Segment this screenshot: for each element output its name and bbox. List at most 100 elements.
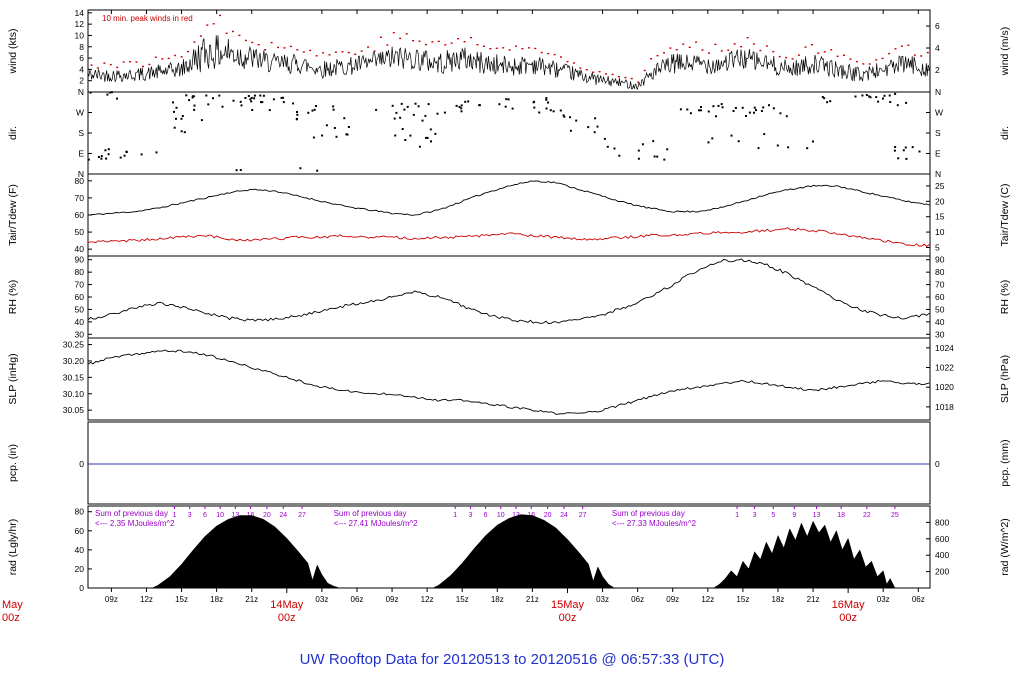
- ytick-left-label-rh: 30: [75, 329, 85, 339]
- ytick-right-label-rad: 800: [935, 517, 949, 527]
- axis-label-left-rad: rad (Lgly/hr): [7, 519, 19, 576]
- panel-rh-frame: [87, 255, 931, 339]
- peak-wind-dot: [96, 67, 99, 69]
- wind-dir-point: [262, 94, 265, 97]
- wind-dir-point: [868, 95, 871, 98]
- peak-wind-dot: [379, 36, 382, 38]
- wind-dir-point: [106, 93, 109, 96]
- peak-wind-dot: [605, 73, 608, 75]
- date-label: 15May: [551, 599, 585, 611]
- peak-wind-dot: [341, 51, 344, 53]
- wind-dir-point: [412, 113, 415, 116]
- wind-dir-point: [652, 140, 655, 143]
- wind-dir-point: [100, 157, 103, 160]
- wind-dir-point: [292, 102, 295, 105]
- wind-dir-point: [205, 94, 208, 97]
- rad-cumulative-label: 1: [173, 512, 177, 519]
- wind-dir-point: [235, 169, 238, 172]
- date-label: 00z: [278, 612, 296, 624]
- wind-dir-point: [613, 147, 616, 150]
- wind-dir-point: [191, 95, 194, 98]
- wind-dir-point: [110, 91, 113, 94]
- date-label: 16May: [832, 599, 866, 611]
- peak-wind-dot: [843, 54, 845, 56]
- wind-dir-point: [823, 97, 826, 100]
- wind-dir-point: [400, 102, 403, 105]
- wind-dir-point: [603, 137, 606, 140]
- wind-dir-point: [897, 157, 900, 160]
- peak-wind-dot: [174, 54, 177, 57]
- wind-dir-point: [505, 98, 508, 101]
- peak-wind-dot: [199, 35, 202, 37]
- ytick-right-label-slp: 1022: [935, 363, 954, 373]
- peak-wind-dot: [142, 65, 144, 68]
- wind-dir-point: [715, 115, 717, 118]
- ytick-left-label-temp: 50: [75, 227, 85, 237]
- peak-wind-dot: [482, 45, 485, 47]
- axis-label-left-rh: RH (%): [7, 280, 19, 314]
- wind-dir-point: [533, 106, 536, 109]
- wind-dir-point: [244, 97, 247, 99]
- peak-wind-dot: [637, 81, 640, 83]
- peak-wind-dot: [862, 63, 865, 65]
- rad-cumulative-label: 24: [279, 512, 287, 519]
- ytick-left-label-rad: 60: [75, 526, 85, 536]
- peak-wind-dot: [418, 40, 421, 42]
- wind-dir-point: [183, 131, 186, 134]
- peak-wind-dot: [277, 46, 279, 49]
- wind-dir-point: [458, 105, 461, 108]
- xtick-label: 18z: [491, 595, 504, 604]
- ytick-right-label-temp: 10: [935, 227, 945, 237]
- peak-wind-dot: [495, 47, 498, 49]
- peak-wind-dot: [663, 52, 665, 54]
- peak-wind-dot: [476, 44, 479, 46]
- wind-dir-point: [562, 114, 565, 117]
- slp-series-SLP: [87, 349, 930, 415]
- wind-dir-point: [875, 96, 878, 99]
- ytick-left-label-dir: S: [78, 128, 84, 138]
- wind-dir-point: [587, 126, 590, 129]
- wind-dir-point: [757, 147, 760, 150]
- wind-dir-point: [547, 101, 549, 104]
- peak-wind-dot: [868, 63, 871, 65]
- rad-sum-label: Sum of previous day: [95, 509, 168, 518]
- temp-series-Tdew: [87, 227, 930, 247]
- wind-dir-point: [313, 108, 316, 111]
- wind-dir-point: [538, 111, 541, 114]
- ytick-left-label-temp: 80: [75, 176, 85, 186]
- wind-dir-point: [89, 91, 92, 94]
- wind-dir-point: [395, 111, 398, 114]
- wind-dir-point: [918, 150, 921, 153]
- wind-dir-point: [545, 107, 548, 110]
- wind-dir-point: [312, 136, 315, 139]
- peak-wind-dot: [733, 43, 736, 45]
- wind-dir-point: [97, 156, 100, 158]
- peak-wind-dot: [296, 49, 299, 51]
- wind-dir-point: [282, 96, 285, 99]
- ytick-right-label-rh: 50: [935, 304, 945, 314]
- wind-dir-point: [545, 97, 548, 100]
- rad-cumulative-label: 13: [512, 512, 520, 519]
- wind-dir-point: [107, 153, 110, 156]
- ytick-right-label-rh: 80: [935, 267, 945, 277]
- rad-cumulative-label: 22: [863, 512, 871, 519]
- wind-dir-point: [299, 167, 302, 170]
- wind-dir-point: [460, 110, 463, 113]
- wind-dir-point: [218, 94, 221, 97]
- xtick-label: 21z: [807, 595, 820, 604]
- peak-wind-dot: [579, 67, 582, 69]
- rad-cumulative-label: 6: [203, 512, 207, 519]
- wind-dir-point: [911, 146, 914, 149]
- ytick-right-label-rad: 200: [935, 567, 949, 577]
- ytick-left-label-rad: 0: [79, 583, 84, 593]
- ytick-left-label-rh: 40: [75, 317, 85, 327]
- wind-dir-point: [721, 106, 724, 109]
- peak-wind-dot: [289, 45, 292, 48]
- peak-wind-dot: [470, 36, 472, 39]
- wind-dir-point: [768, 104, 770, 107]
- peak-wind-dot: [412, 40, 415, 42]
- wind-dir-point: [569, 129, 572, 132]
- peak-wind-dot: [881, 57, 884, 60]
- wind-dir-point: [253, 97, 256, 100]
